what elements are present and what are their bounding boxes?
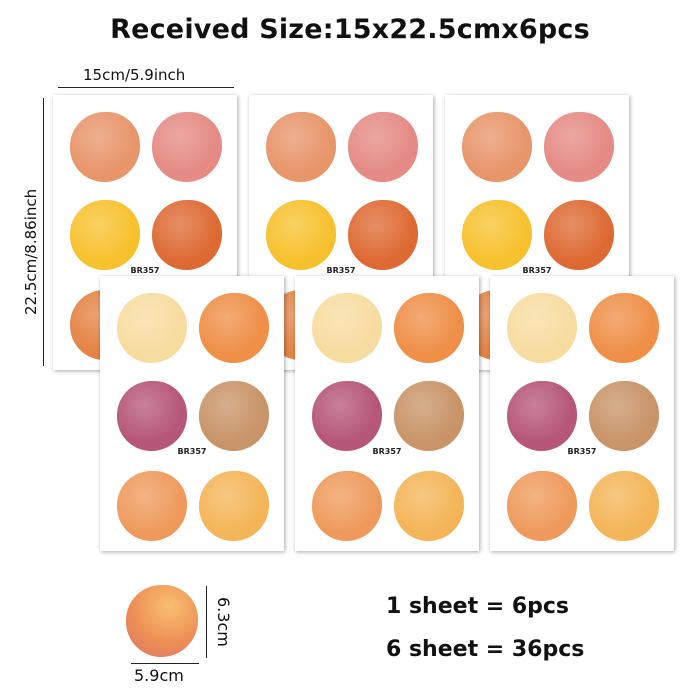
width-arrow [58, 87, 234, 88]
sticker-width-label: 5.9cm [134, 666, 184, 685]
watercolor-dot-sticker [152, 200, 222, 270]
sheet-height-label: 22.5cm/8.86inch [22, 188, 40, 315]
watercolor-dot-sticker [199, 471, 269, 541]
watercolor-dot-sticker [312, 293, 382, 363]
watercolor-dot-sticker [199, 293, 269, 363]
watercolor-dot-sticker [394, 471, 464, 541]
watercolor-dot-sticker [70, 200, 140, 270]
watercolor-dot-sticker [507, 293, 577, 363]
sheet-code: BR357 [522, 266, 552, 275]
watercolor-dot-sticker [394, 293, 464, 363]
watercolor-dot-sticker [70, 112, 140, 182]
watercolor-dot-sticker [117, 471, 187, 541]
watercolor-dot-sticker [348, 112, 418, 182]
page-title: Received Size:15x22.5cmx6pcs [110, 14, 590, 45]
sheet-code: BR357 [326, 266, 356, 275]
watercolor-dot-sticker [394, 381, 464, 451]
sheet-code: BR357 [130, 266, 160, 275]
sticker-sheet-front: BR357 [295, 276, 479, 551]
sheet-code: BR357 [177, 447, 207, 456]
watercolor-dot-sticker [544, 200, 614, 270]
sticker-sheet-front: BR357 [490, 276, 674, 551]
sheet-code: BR357 [372, 447, 402, 456]
watercolor-dot-sticker [589, 471, 659, 541]
sticker-height-arrow [206, 586, 207, 658]
sheet-width-label: 15cm/5.9inch [83, 66, 186, 84]
sticker-width-arrow [131, 663, 199, 664]
watercolor-dot-sticker [312, 381, 382, 451]
watercolor-dot-sticker [266, 200, 336, 270]
watercolor-dot-sticker [117, 293, 187, 363]
sticker-sheet-back: BR357 [445, 95, 629, 370]
watercolor-dot-sticker [266, 112, 336, 182]
watercolor-dot-sticker [462, 200, 532, 270]
height-arrow [43, 98, 44, 366]
watercolor-dot-sticker [199, 381, 269, 451]
single-sticker [126, 585, 198, 657]
info-total: 6 sheet = 36pcs [386, 637, 585, 662]
watercolor-dot-sticker [117, 381, 187, 451]
watercolor-dot-sticker [152, 112, 222, 182]
watercolor-dot-sticker [462, 112, 532, 182]
watercolor-dot-sticker [589, 381, 659, 451]
watercolor-dot-sticker [312, 471, 382, 541]
info-per-sheet: 1 sheet = 6pcs [386, 594, 570, 619]
watercolor-dot-sticker [589, 293, 659, 363]
watercolor-dot-sticker [348, 200, 418, 270]
sticker-sheet-front: BR357 [100, 276, 284, 551]
watercolor-dot-sticker [544, 112, 614, 182]
watercolor-dot-sticker [507, 471, 577, 541]
watercolor-dot-sticker [507, 381, 577, 451]
sheet-code: BR357 [567, 447, 597, 456]
sticker-height-label: 6.3cm [214, 597, 233, 647]
